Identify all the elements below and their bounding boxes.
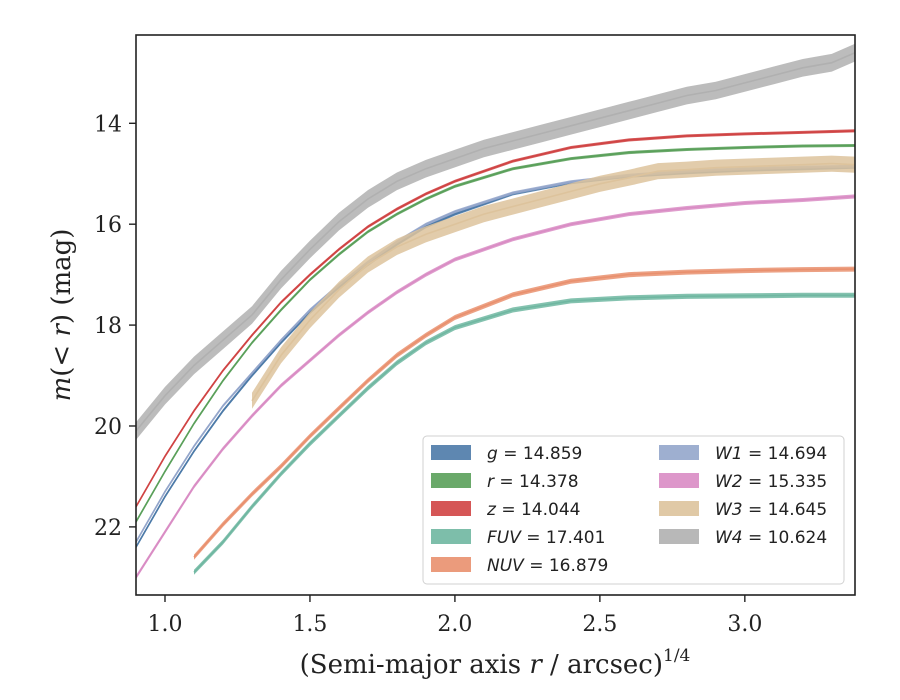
legend-entry-fuv: FUV = 17.401 — [431, 528, 605, 548]
y-tick-label: 14 — [94, 112, 122, 137]
legend-label: r = 14.378 — [487, 472, 579, 492]
series-r — [136, 144, 855, 524]
series-layer — [136, 43, 855, 580]
y-tick-label: 16 — [94, 213, 122, 238]
legend-label: NUV = 16.879 — [487, 556, 608, 576]
series-fuv — [193, 292, 855, 575]
line-z — [136, 130, 855, 508]
line-r — [136, 144, 855, 523]
x-tick-label: 2.5 — [582, 612, 617, 637]
line-w4 — [136, 51, 855, 432]
y-axis-ticks: 14 16 18 20 22 — [94, 112, 136, 541]
legend-swatch — [659, 473, 699, 488]
y-tick-label: 18 — [94, 314, 122, 339]
legend-entry-r: r = 14.378 — [431, 472, 579, 492]
legend-swatch — [659, 529, 699, 544]
legend: g = 14.859 r = 14.378 z = 14.044 FUV = 17.4… — [422, 435, 845, 585]
legend-entry-nuv: NUV = 16.879 — [431, 556, 608, 576]
legend-entry-z: z = 14.044 — [431, 500, 580, 520]
series-nuv — [193, 266, 855, 560]
legend-label: FUV = 17.401 — [487, 528, 605, 548]
legend-label: g = 14.859 — [487, 444, 582, 464]
plot-frame — [135, 34, 856, 596]
line-w3 — [251, 162, 855, 402]
x-tick-label: 2.0 — [437, 612, 472, 637]
series-w4 — [136, 43, 855, 440]
legend-label: W4 = 10.624 — [715, 528, 827, 548]
band-w3 — [252, 155, 855, 409]
legend-label: W1 = 14.694 — [715, 444, 827, 464]
legend-entry-w2: W2 = 15.335 — [659, 472, 827, 492]
x-tick-label: 1.0 — [147, 612, 182, 637]
line-fuv — [193, 294, 855, 573]
y-tick-label: 22 — [94, 516, 122, 541]
x-axis-label: (Semi-major axis r / arcsec)1/4 — [300, 646, 691, 680]
legend-swatch — [659, 501, 699, 516]
legend-label: z = 14.044 — [486, 500, 580, 520]
legend-entry-w3: W3 = 14.645 — [659, 500, 827, 520]
legend-swatch — [431, 501, 471, 516]
legend-entry-w4: W4 = 10.624 — [659, 528, 827, 548]
series-z — [136, 129, 855, 509]
series-w3 — [251, 155, 855, 409]
line-nuv — [193, 268, 855, 558]
legend-swatch — [431, 557, 471, 572]
legend-entry-w1: W1 = 14.694 — [659, 444, 827, 464]
legend-label: W2 = 15.335 — [715, 472, 827, 492]
x-tick-label: 3.0 — [727, 612, 762, 637]
y-axis-label: m(< r) (mag) — [47, 229, 77, 402]
legend-swatch — [431, 529, 471, 544]
legend-swatch — [659, 445, 699, 460]
legend-entry-g: g = 14.859 — [431, 444, 582, 464]
legend-label: W3 = 14.645 — [715, 500, 827, 520]
x-axis-ticks: 1.0 1.5 2.0 2.5 3.0 — [147, 595, 762, 637]
line-w2 — [136, 195, 855, 578]
band-w4 — [136, 43, 855, 440]
legend-box — [422, 435, 845, 585]
legend-swatch — [431, 445, 471, 460]
legend-swatch — [431, 473, 471, 488]
series-w2 — [136, 194, 855, 580]
y-tick-label: 20 — [94, 415, 122, 440]
x-tick-label: 1.5 — [292, 612, 327, 637]
